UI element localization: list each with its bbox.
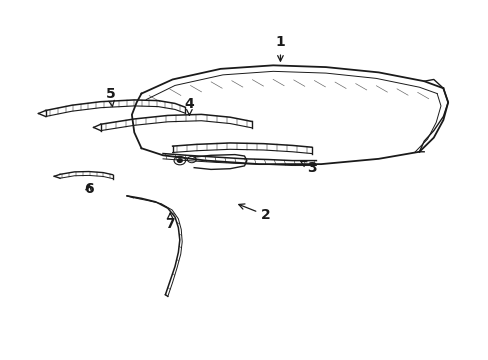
Text: 4: 4 [184, 97, 194, 115]
Text: 3: 3 [300, 161, 316, 175]
Text: 7: 7 [165, 213, 175, 231]
Text: 5: 5 [105, 86, 115, 107]
Text: 6: 6 [84, 182, 93, 196]
Text: 2: 2 [238, 204, 270, 222]
Circle shape [177, 159, 182, 162]
Text: 1: 1 [275, 35, 285, 61]
